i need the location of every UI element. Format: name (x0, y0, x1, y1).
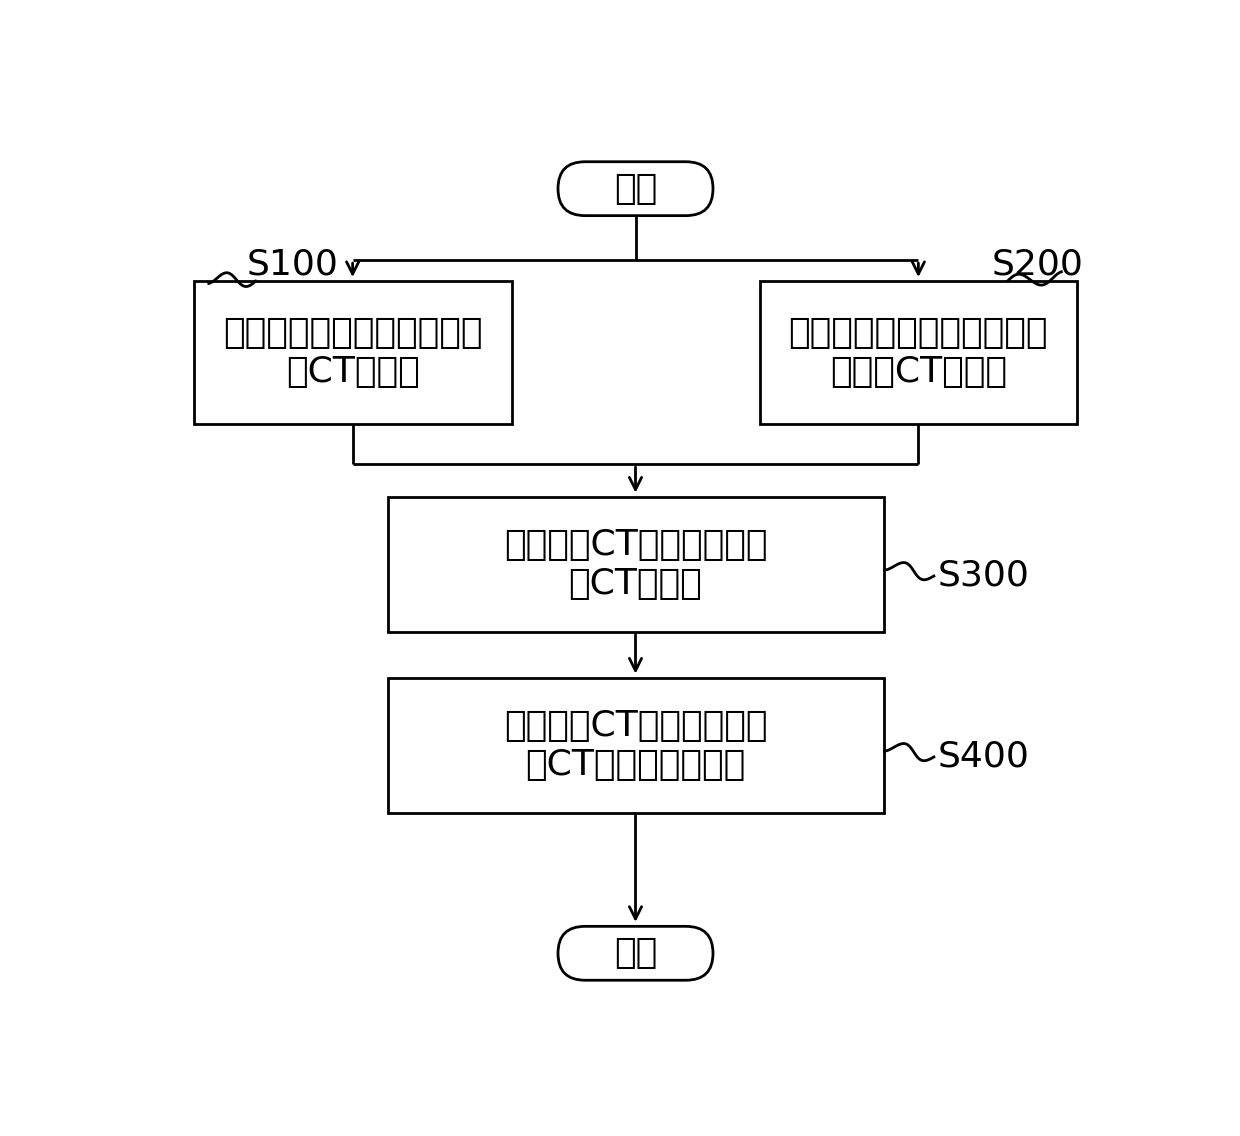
FancyBboxPatch shape (558, 161, 713, 216)
Bar (193, 282, 511, 424)
Text: 转换发电CT检测值和传感: 转换发电CT检测值和传感 (503, 528, 768, 562)
Text: S200: S200 (992, 248, 1084, 281)
Text: 传感器CT检测值: 传感器CT检测值 (830, 354, 1007, 389)
Bar (387, 678, 883, 812)
Bar (387, 498, 883, 632)
Text: 基于发电CT转换值和传感: 基于发电CT转换值和传感 (503, 709, 768, 743)
Text: S400: S400 (937, 740, 1029, 774)
Text: 结束: 结束 (614, 936, 657, 970)
Text: 器CT转换值诊断故障: 器CT转换值诊断故障 (526, 747, 745, 782)
Bar (759, 282, 1078, 424)
Text: 器CT检测值: 器CT检测值 (569, 567, 702, 601)
Text: S300: S300 (937, 559, 1029, 593)
Text: 检测发电电流互感器中的发: 检测发电电流互感器中的发 (223, 317, 482, 350)
Text: 检测传感器电流互感器中的: 检测传感器电流互感器中的 (789, 317, 1048, 350)
Text: 电CT检测值: 电CT检测值 (285, 354, 419, 389)
Text: S100: S100 (247, 248, 339, 281)
Text: 开始: 开始 (614, 172, 657, 206)
FancyBboxPatch shape (558, 926, 713, 980)
